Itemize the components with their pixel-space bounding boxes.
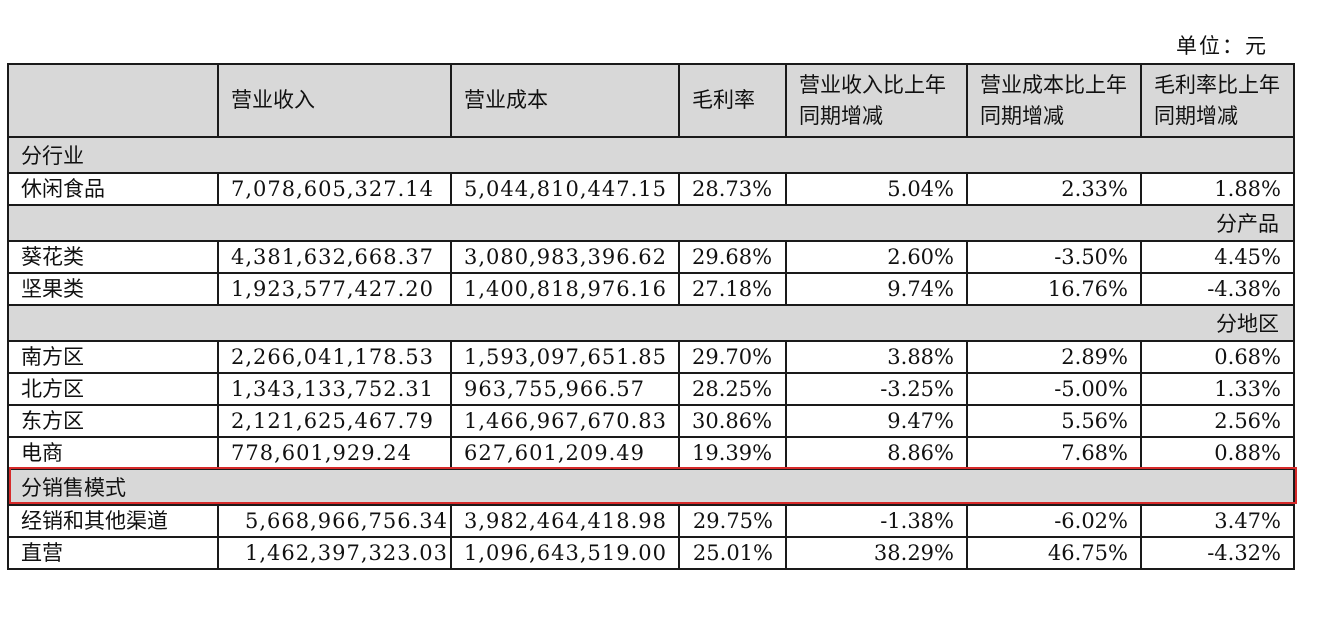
cell-cost-change: 2.33%: [966, 172, 1142, 206]
cell-margin: 28.73%: [678, 172, 787, 206]
unit-label: 单位：元: [1176, 34, 1268, 58]
header-revenue: 营业收入: [217, 63, 452, 138]
section-title: 分地区: [7, 304, 1295, 342]
cell-revenue: 778,601,929.24: [217, 436, 452, 470]
cell-margin: 19.39%: [678, 436, 787, 470]
cell-cost: 1,593,097,651.85: [450, 340, 680, 374]
row-name: 葵花类: [7, 240, 219, 274]
table-row: 北方区 1,343,133,752.31 963,755,966.57 28.2…: [7, 372, 1295, 406]
row-name: 北方区: [7, 372, 219, 406]
cell-margin-change: 3.47%: [1140, 504, 1295, 538]
row-name: 直营: [7, 536, 219, 570]
cell-margin: 27.18%: [678, 272, 787, 306]
cell-margin-change: 0.88%: [1140, 436, 1295, 470]
cell-cost: 5,044,810,447.15: [450, 172, 680, 206]
cell-margin-change: 0.68%: [1140, 340, 1295, 374]
cell-cost: 3,080,983,396.62: [450, 240, 680, 274]
header-margin-change: 毛利率比上年同期增减: [1140, 63, 1295, 138]
cell-cost: 1,400,818,976.16: [450, 272, 680, 306]
cell-margin: 29.75%: [678, 504, 787, 538]
cell-cost-change: 7.68%: [966, 436, 1142, 470]
cell-revenue-change: -1.38%: [785, 504, 968, 538]
header-cost: 营业成本: [450, 63, 680, 138]
cell-revenue-change: 2.60%: [785, 240, 968, 274]
table-row: 休闲食品 7,078,605,327.14 5,044,810,447.15 2…: [7, 172, 1295, 206]
cell-margin-change: 2.56%: [1140, 404, 1295, 438]
cell-cost-change: 2.89%: [966, 340, 1142, 374]
row-name: 南方区: [7, 340, 219, 374]
cell-revenue-change: 3.88%: [785, 340, 968, 374]
section-row-sales-mode: 分销售模式: [7, 468, 1295, 506]
cell-cost-change: -5.00%: [966, 372, 1142, 406]
cell-cost: 1,096,643,519.00: [450, 536, 680, 570]
cell-margin: 25.01%: [678, 536, 787, 570]
cell-cost-change: 46.75%: [966, 536, 1142, 570]
cell-margin-change: 1.33%: [1140, 372, 1295, 406]
section-title: 分产品: [7, 204, 1295, 242]
header-margin: 毛利率: [678, 63, 787, 138]
cell-revenue: 7,078,605,327.14: [217, 172, 452, 206]
cell-cost: 627,601,209.49: [450, 436, 680, 470]
cell-revenue-change: 9.74%: [785, 272, 968, 306]
table-row: 经销和其他渠道 5,668,966,756.34 3,982,464,418.9…: [7, 504, 1295, 538]
cell-revenue-change: 9.47%: [785, 404, 968, 438]
cell-margin: 30.86%: [678, 404, 787, 438]
table-row: 坚果类 1,923,577,427.20 1,400,818,976.16 27…: [7, 272, 1295, 306]
cell-revenue-change: -3.25%: [785, 372, 968, 406]
section-row-product: 分产品: [7, 204, 1295, 242]
cell-cost-change: -3.50%: [966, 240, 1142, 274]
section-title: 分销售模式: [7, 468, 1295, 506]
table-row-highlighted: 电商 778,601,929.24 627,601,209.49 19.39% …: [7, 436, 1295, 470]
cell-revenue: 2,121,625,467.79: [217, 404, 452, 438]
table-row: 东方区 2,121,625,467.79 1,466,967,670.83 30…: [7, 404, 1295, 438]
cell-revenue: 5,668,966,756.34: [217, 504, 452, 538]
financial-table: 营业收入 营业成本 毛利率 营业收入比上年同期增减 营业成本比上年同期增减 毛利…: [7, 63, 1295, 570]
cell-revenue-change: 5.04%: [785, 172, 968, 206]
header-cell-blank: [7, 63, 219, 138]
row-name: 休闲食品: [7, 172, 219, 206]
header-cost-change: 营业成本比上年同期增减: [966, 63, 1142, 138]
section-row-industry: 分行业: [7, 136, 1295, 174]
header-revenue-change: 营业收入比上年同期增减: [785, 63, 968, 138]
cell-revenue-change: 8.86%: [785, 436, 968, 470]
cell-revenue-change: 38.29%: [785, 536, 968, 570]
section-row-region: 分地区: [7, 304, 1295, 342]
cell-cost-change: -6.02%: [966, 504, 1142, 538]
header-row: 营业收入 营业成本 毛利率 营业收入比上年同期增减 营业成本比上年同期增减 毛利…: [7, 63, 1295, 138]
row-name: 坚果类: [7, 272, 219, 306]
cell-revenue: 4,381,632,668.37: [217, 240, 452, 274]
row-name: 经销和其他渠道: [7, 504, 219, 538]
table-row: 南方区 2,266,041,178.53 1,593,097,651.85 29…: [7, 340, 1295, 374]
cell-margin: 29.70%: [678, 340, 787, 374]
cell-revenue: 2,266,041,178.53: [217, 340, 452, 374]
table-row: 葵花类 4,381,632,668.37 3,080,983,396.62 29…: [7, 240, 1295, 274]
cell-margin-change: 4.45%: [1140, 240, 1295, 274]
cell-revenue: 1,462,397,323.03: [217, 536, 452, 570]
cell-cost-change: 5.56%: [966, 404, 1142, 438]
table-row: 直营 1,462,397,323.03 1,096,643,519.00 25.…: [7, 536, 1295, 570]
cell-revenue: 1,343,133,752.31: [217, 372, 452, 406]
cell-margin-change: -4.32%: [1140, 536, 1295, 570]
cell-margin-change: -4.38%: [1140, 272, 1295, 306]
cell-margin-change: 1.88%: [1140, 172, 1295, 206]
cell-cost: 3,982,464,418.98: [450, 504, 680, 538]
row-name: 东方区: [7, 404, 219, 438]
cell-margin: 28.25%: [678, 372, 787, 406]
cell-cost: 963,755,966.57: [450, 372, 680, 406]
row-name: 电商: [7, 436, 219, 470]
cell-cost-change: 16.76%: [966, 272, 1142, 306]
cell-margin: 29.68%: [678, 240, 787, 274]
cell-cost: 1,466,967,670.83: [450, 404, 680, 438]
cell-revenue: 1,923,577,427.20: [217, 272, 452, 306]
section-title: 分行业: [7, 136, 1295, 174]
